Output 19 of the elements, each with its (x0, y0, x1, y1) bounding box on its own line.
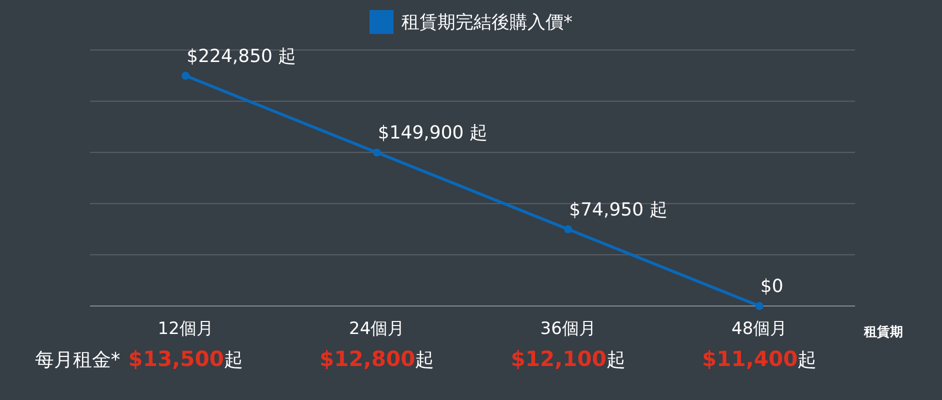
legend-label: 租賃期完結後購入價* (402, 12, 572, 33)
point (564, 225, 572, 234)
data-label: $74,950 起 (569, 199, 668, 220)
x-axis-title: 租賃期 (863, 325, 903, 340)
data-label: $224,850 起 (186, 46, 296, 67)
point (182, 72, 190, 80)
point (755, 302, 764, 310)
text: $12,100起 (510, 347, 626, 371)
x-tick-label: 36個月 (540, 319, 596, 339)
text: 每月租金* (34, 349, 120, 371)
x-tick-label: 12個月 (158, 319, 214, 339)
text: $13,500起 (128, 347, 243, 371)
point (372, 148, 381, 156)
data-label: $0 (760, 276, 784, 297)
data-label: $149,900 起 (378, 122, 488, 144)
x-tick-label: 24個月 (349, 319, 405, 339)
x-tick-label: 48個月 (732, 319, 788, 339)
text: $12,800起 (320, 347, 434, 371)
text: $11,400起 (702, 347, 817, 371)
